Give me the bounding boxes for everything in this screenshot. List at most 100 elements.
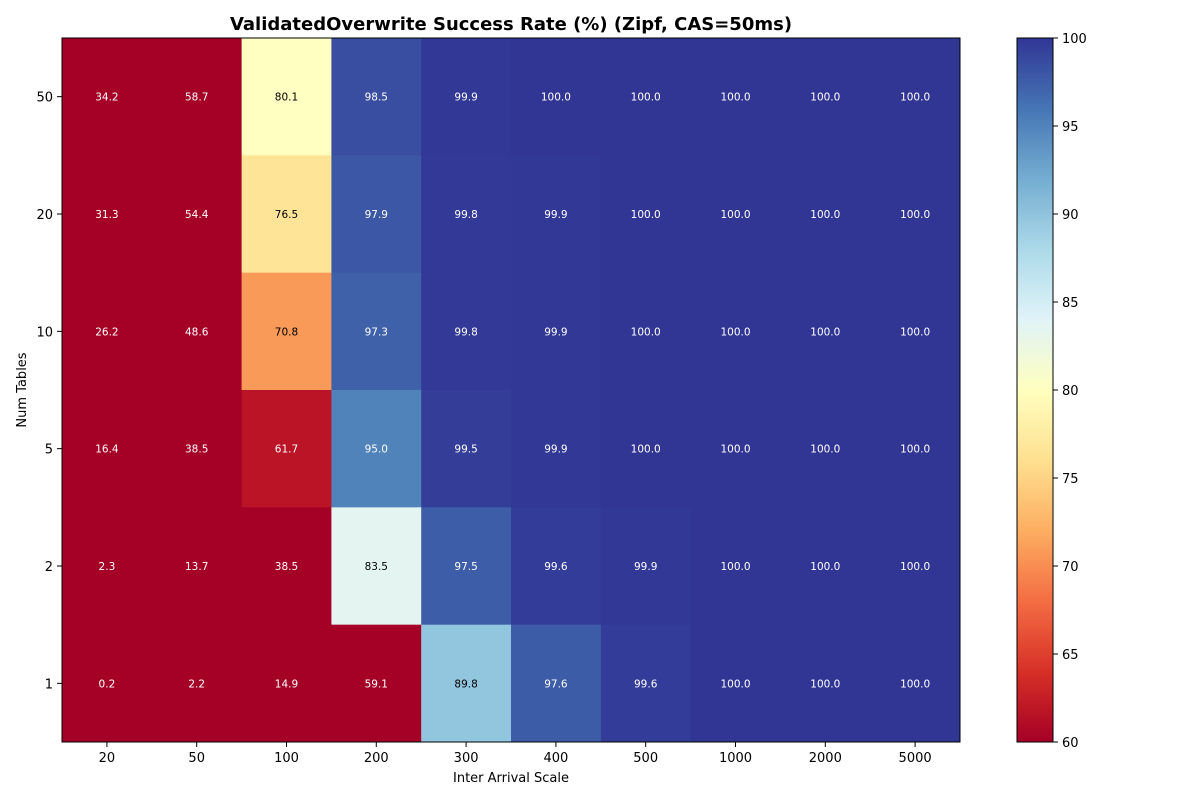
- colorbar-ticks: 60 65 70 75 80 85 90 95 100: [1053, 32, 1087, 751]
- cell-value-label: 99.6: [544, 561, 568, 573]
- heatmap-cell: [241, 155, 332, 274]
- colorbar-tick-label: 80: [1062, 384, 1079, 399]
- cell-value-label: 16.4: [95, 444, 119, 456]
- heatmap-cell: [600, 38, 692, 156]
- colorbar-tick-label: 95: [1062, 120, 1079, 135]
- cell-value-label: 99.6: [634, 678, 658, 690]
- heatmap-cell: [600, 507, 692, 626]
- heatmap-cell: [62, 38, 153, 156]
- cell-value-label: 95.0: [365, 444, 388, 456]
- heatmap-cell: [780, 155, 871, 274]
- cell-value-label: 100.0: [810, 92, 840, 104]
- cell-value-label: 100.0: [810, 326, 840, 338]
- y-tick-label: 50: [36, 91, 53, 106]
- heatmap-cell: [241, 38, 332, 156]
- cell-value-label: 100.0: [720, 444, 750, 456]
- heatmap-cell: [511, 624, 602, 743]
- heatmap-cell: [690, 390, 781, 508]
- heatmap-cell: [511, 272, 602, 391]
- cell-value-label: 99.9: [544, 209, 567, 221]
- y-tick-label: 1: [45, 677, 53, 692]
- heatmap-cell: [331, 390, 422, 508]
- cell-value-label: 99.8: [454, 209, 477, 221]
- cell-value-label: 100.0: [720, 326, 750, 338]
- cell-value-label: 100.0: [720, 678, 750, 690]
- cell-value-label: 100.0: [541, 92, 571, 104]
- cell-value-label: 48.6: [185, 326, 209, 338]
- y-tick-label: 5: [45, 443, 53, 458]
- plot-frame: [61, 37, 961, 743]
- cell-value-label: 26.2: [95, 326, 118, 338]
- cell-value-label: 98.5: [365, 92, 388, 104]
- cell-value-label: 100.0: [631, 326, 661, 338]
- x-tick-label: 5000: [899, 751, 932, 766]
- heatmap-cell: [870, 272, 961, 391]
- x-tick-label: 300: [454, 751, 479, 766]
- heatmap-cell: [151, 272, 243, 391]
- heatmap-cell: [690, 507, 781, 626]
- colorbar-tick-label: 60: [1062, 736, 1079, 751]
- heatmap-cell: [870, 507, 961, 626]
- cell-value-label: 13.7: [185, 561, 208, 573]
- cell-value-label: 80.1: [275, 92, 298, 104]
- heatmap-cells: 34.2 58.7 80.1 98.5 99.9 100.0 100.0 100.0 100.0…: [62, 38, 961, 743]
- cell-value-label: 100.0: [810, 561, 840, 573]
- cell-value-label: 99.9: [544, 444, 567, 456]
- heatmap-cell: [690, 38, 781, 156]
- heatmap-cell: [421, 272, 512, 391]
- x-tick-label: 400: [543, 751, 568, 766]
- heatmap-cell: [690, 272, 781, 391]
- heatmap-cell: [331, 272, 422, 391]
- chart-title: ValidatedOverwrite Success Rate (%) (Zip…: [230, 14, 792, 35]
- cell-value-label: 99.9: [454, 92, 477, 104]
- heatmap-cell: [780, 390, 871, 508]
- cell-value-label: 83.5: [365, 561, 388, 573]
- cell-value-label: 100.0: [900, 678, 930, 690]
- x-tick-label: 100: [274, 751, 299, 766]
- heatmap-cell: [62, 155, 153, 274]
- heatmap-cell: [151, 507, 243, 626]
- heatmap-cell: [241, 390, 332, 508]
- heatmap-cell: [62, 390, 153, 508]
- heatmap-cell: [331, 624, 422, 743]
- heatmap-cell: [151, 155, 243, 274]
- heatmap-cell: [780, 507, 871, 626]
- cell-value-label: 100.0: [631, 444, 661, 456]
- cell-value-label: 97.6: [544, 678, 568, 690]
- cell-value-label: 100.0: [631, 92, 661, 104]
- heatmap-cell: [511, 390, 602, 508]
- heatmap-cell: [600, 155, 692, 274]
- x-tick-label: 200: [364, 751, 389, 766]
- heatmap-cell: [151, 38, 243, 156]
- y-axis-label: Num Tables: [15, 352, 30, 427]
- heatmap-cell: [870, 390, 961, 508]
- cell-value-label: 100.0: [720, 92, 750, 104]
- colorbar-tick-label: 90: [1062, 208, 1079, 223]
- heatmap-cell: [600, 390, 692, 508]
- cell-value-label: 99.8: [454, 326, 477, 338]
- heatmap-cell: [600, 624, 692, 743]
- heatmap-cell: [870, 624, 961, 743]
- heatmap-cell: [241, 272, 332, 391]
- colorbar: [1016, 37, 1054, 743]
- colorbar-tick-label: 75: [1062, 472, 1079, 487]
- heatmap-cell: [421, 624, 512, 743]
- heatmap-cell: [62, 624, 153, 743]
- cell-value-label: 100.0: [810, 209, 840, 221]
- cell-value-label: 61.7: [275, 444, 298, 456]
- cell-value-label: 38.5: [275, 561, 298, 573]
- heatmap-cell: [421, 507, 512, 626]
- cell-value-label: 100.0: [900, 561, 930, 573]
- cell-value-label: 100.0: [720, 209, 750, 221]
- cell-value-label: 100.0: [900, 92, 930, 104]
- cell-value-label: 59.1: [365, 678, 388, 690]
- heatmap-cell: [690, 624, 781, 743]
- x-tick-label: 500: [633, 751, 658, 766]
- heatmap-cell: [421, 38, 512, 156]
- cell-value-label: 100.0: [900, 444, 930, 456]
- cell-value-label: 100.0: [720, 561, 750, 573]
- cell-value-label: 99.5: [454, 444, 477, 456]
- cell-value-label: 54.4: [185, 209, 209, 221]
- x-tick-label: 2000: [809, 751, 842, 766]
